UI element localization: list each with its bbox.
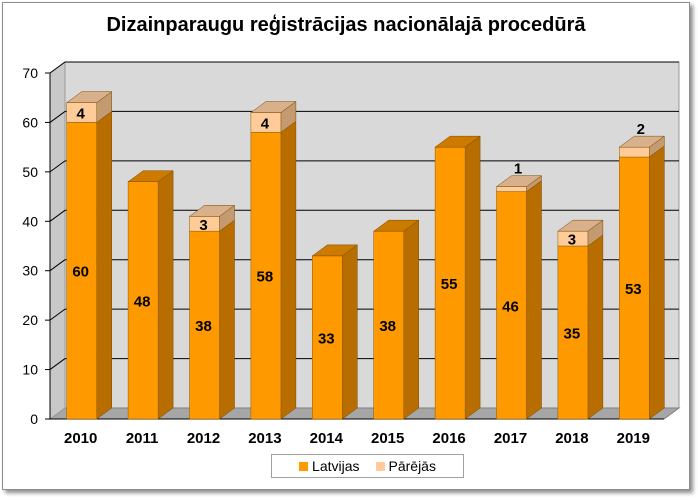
bar-side-2011-s0 — [157, 170, 174, 420]
value-label-2010-s0: 60 — [72, 264, 89, 281]
bar-2019-s1 — [619, 146, 650, 158]
legend-label-latvijas: Latvijas — [312, 458, 360, 474]
bar-top-2014 — [311, 244, 359, 257]
value-label-2013-s1: 4 — [261, 115, 270, 132]
bar-2019-s0 — [619, 156, 650, 420]
y-tick-label-20: 20 — [22, 312, 38, 328]
bar-top-2010 — [65, 91, 113, 103]
value-label-2011-s0: 48 — [134, 293, 151, 310]
x-tick-label-2010: 2010 — [64, 430, 97, 447]
x-tick-label-2017: 2017 — [494, 430, 527, 447]
bar-side-2014-s0 — [342, 244, 358, 420]
x-tick-label-2019: 2019 — [617, 430, 650, 447]
value-label-2015-s0: 38 — [379, 318, 396, 335]
bar-top-2019 — [618, 135, 666, 148]
value-label-2018-s0: 35 — [564, 326, 581, 343]
gridline-diag-10 — [49, 358, 66, 370]
y-tick-label-70: 70 — [22, 65, 38, 81]
bar-top-2017 — [495, 175, 543, 187]
gridline-diag-70 — [49, 61, 66, 74]
y-tick-label-30: 30 — [22, 263, 38, 279]
bar-2010-s0 — [66, 122, 97, 420]
legend-item-parejas: Pārējās — [375, 458, 436, 474]
bar-side-2012-s0 — [219, 219, 235, 420]
bar-side-2016-s0 — [464, 135, 481, 420]
bar-top-2018 — [557, 219, 604, 232]
bar-2018-s0 — [557, 245, 589, 420]
value-label-2018-s1: 3 — [568, 232, 576, 249]
value-label-2016-s0: 55 — [441, 276, 458, 293]
bar-2011-s0 — [127, 181, 159, 420]
value-label-2014-s0: 33 — [318, 330, 335, 347]
legend-label-parejas: Pārējās — [388, 458, 436, 474]
value-label-2012-s0: 38 — [195, 318, 212, 335]
value-label-2017-s1: 1 — [514, 161, 522, 178]
bar-side-2013-s0 — [280, 120, 297, 420]
x-tick-label-2013: 2013 — [248, 430, 281, 447]
gridline-diag-30 — [49, 259, 66, 272]
y-tick-label-0: 0 — [30, 411, 38, 427]
legend-swatch-parejas — [375, 461, 385, 471]
bar-2017-s1 — [496, 186, 527, 192]
gridline-diag-20 — [49, 308, 66, 321]
x-tick-label-2014: 2014 — [310, 430, 344, 447]
gridline-diag-50 — [49, 160, 66, 173]
y-tick-label-50: 50 — [22, 164, 38, 180]
bar-side-2018-s0 — [587, 234, 604, 420]
bar-top-2015 — [372, 219, 420, 232]
bar-2015-s0 — [373, 230, 404, 420]
gridline-diag-40 — [49, 209, 66, 222]
x-tick-label-2016: 2016 — [432, 430, 465, 447]
x-tick-label-2012: 2012 — [187, 430, 220, 447]
chart-title: Dizainparaugu reģistrācijas nacionālajā … — [106, 14, 586, 36]
y-tick-label-10: 10 — [22, 362, 38, 378]
legend: Latvijas Pārējās — [271, 454, 464, 478]
bar-side-2019-s0 — [649, 145, 665, 420]
x-tick-label-2018: 2018 — [555, 430, 588, 447]
gridline-diag-60 — [49, 111, 66, 123]
bar-top-2013 — [250, 101, 297, 113]
legend-item-latvijas: Latvijas — [299, 458, 360, 474]
bar-top-2011 — [127, 170, 174, 182]
value-label-2010-s1: 4 — [77, 106, 86, 123]
x-tick-label-2011: 2011 — [126, 430, 159, 447]
plot-side-wall — [49, 61, 66, 420]
x-tick-label-2015: 2015 — [371, 430, 404, 447]
value-label-2019-s0: 53 — [625, 281, 642, 298]
y-tick-label-40: 40 — [22, 213, 38, 229]
bar-top-2012 — [188, 205, 236, 217]
legend-swatch-latvijas — [299, 461, 309, 471]
bar-top-2016 — [434, 135, 481, 148]
bar-2016-s0 — [434, 146, 466, 420]
value-label-2012-s1: 3 — [199, 217, 207, 234]
bar-2014-s0 — [312, 255, 343, 420]
bar-2012-s0 — [189, 230, 220, 420]
y-tick-label-60: 60 — [22, 114, 38, 130]
value-label-2019-s1: 2 — [637, 121, 645, 138]
bar-side-2010-s0 — [96, 110, 112, 420]
value-label-2017-s0: 46 — [502, 298, 519, 315]
bar-side-2015-s0 — [403, 219, 419, 420]
value-label-2013-s0: 58 — [257, 269, 274, 286]
bar-side-2017-s0 — [526, 180, 542, 420]
